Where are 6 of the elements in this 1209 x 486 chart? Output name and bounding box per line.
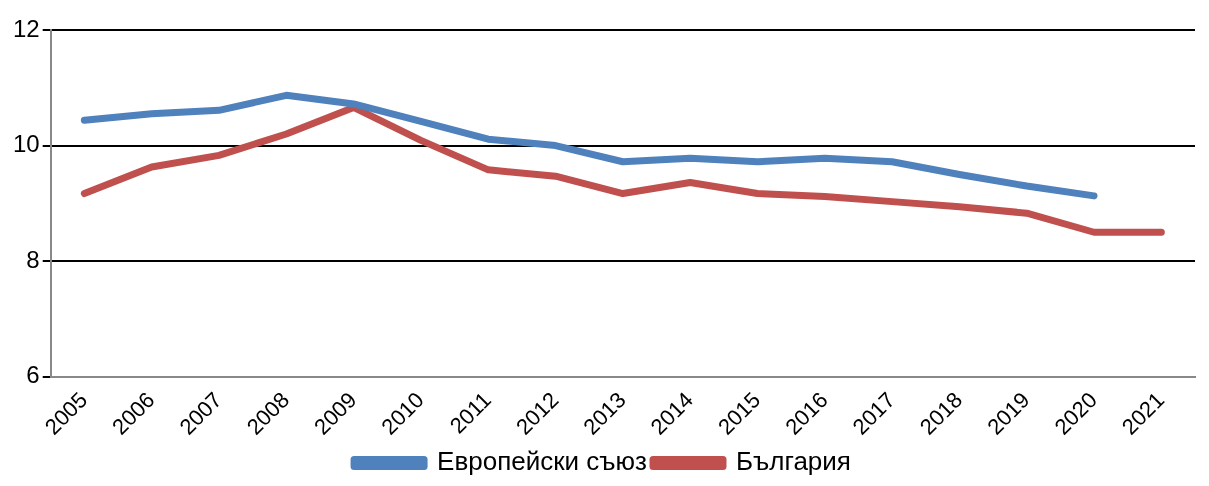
y-tick-label: 6 [26, 361, 40, 389]
legend-label: България [736, 446, 851, 477]
y-tick-label: 8 [26, 245, 40, 273]
legend-label: Европейски съюз [437, 446, 648, 477]
y-tick-label: 10 [12, 130, 40, 158]
y-tick-label: 12 [12, 14, 40, 42]
